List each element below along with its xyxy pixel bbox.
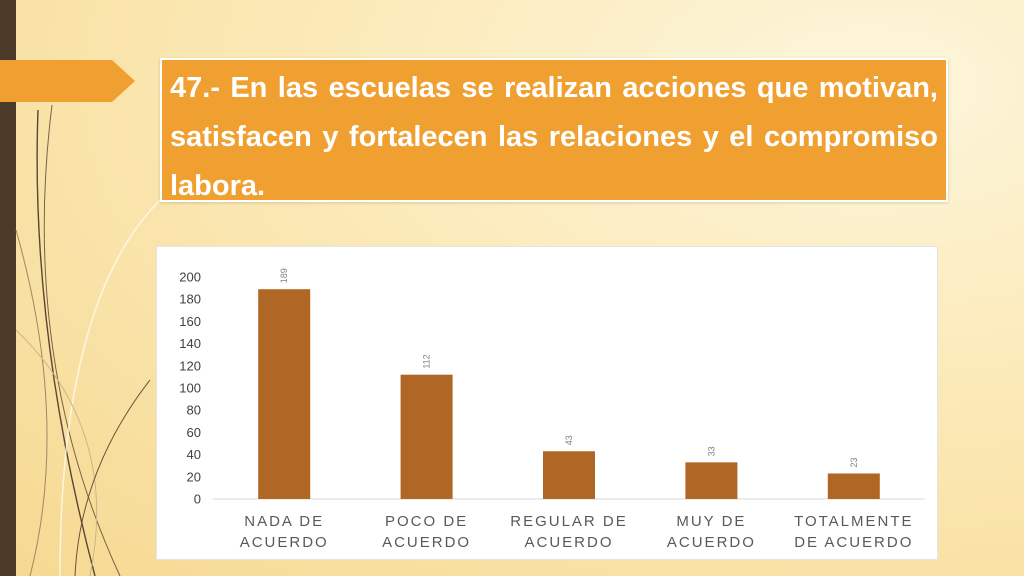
slide-title-box: 47.- En las escuelas se realizan accione… <box>160 58 948 202</box>
y-tick-label: 160 <box>179 314 201 329</box>
y-tick-label: 120 <box>179 358 201 373</box>
data-label: 23 <box>849 457 859 467</box>
y-tick-label: 200 <box>179 270 201 285</box>
y-tick-label: 20 <box>187 469 201 484</box>
bar <box>258 289 311 499</box>
left-accent-bar <box>0 0 16 576</box>
bar <box>685 462 738 499</box>
x-category-label: ACUERDO <box>524 534 613 551</box>
x-category-label: ACUERDO <box>240 534 329 551</box>
data-label: 112 <box>422 354 432 368</box>
bar <box>400 374 453 499</box>
x-axis-labels: NADA DE ACUERDO POCO DE ACUERDO REGULAR DE AC… <box>240 513 913 551</box>
y-tick-label: 80 <box>187 403 201 418</box>
x-category-label: NADA DE <box>244 513 324 530</box>
data-labels-group: 189 112 43 33 23 <box>279 268 859 467</box>
data-label: 43 <box>564 435 574 445</box>
x-category-label: ACUERDO <box>382 534 471 551</box>
chart-panel: 0 20 40 60 80 100 120 140 160 180 200 189 112 43 33 23… <box>156 246 938 560</box>
x-category-label: POCO DE <box>385 513 468 530</box>
y-tick-label: 180 <box>179 292 201 307</box>
decorative-curves <box>15 104 161 576</box>
data-label: 33 <box>706 446 716 456</box>
y-tick-label: 40 <box>187 447 201 462</box>
x-category-label: DE ACUERDO <box>794 534 913 551</box>
bar <box>827 473 880 499</box>
title-arrow-shape <box>0 60 135 102</box>
y-tick-label: 60 <box>187 425 201 440</box>
x-category-label: MUY DE <box>676 513 746 530</box>
bar-chart: 0 20 40 60 80 100 120 140 160 180 200 189 112 43 33 23… <box>179 268 925 551</box>
bar <box>543 451 595 499</box>
x-category-label: ACUERDO <box>667 534 756 551</box>
slide-title: 47.- En las escuelas se realizan accione… <box>170 72 938 202</box>
y-tick-label: 0 <box>194 492 201 507</box>
y-axis: 0 20 40 60 80 100 120 140 160 180 200 <box>179 270 201 507</box>
y-tick-label: 100 <box>179 381 201 396</box>
x-category-label: REGULAR DE <box>510 513 628 530</box>
data-label: 189 <box>279 268 289 283</box>
bars-group <box>258 289 880 499</box>
x-category-label: TOTALMENTE <box>794 513 913 530</box>
y-tick-label: 140 <box>179 336 201 351</box>
